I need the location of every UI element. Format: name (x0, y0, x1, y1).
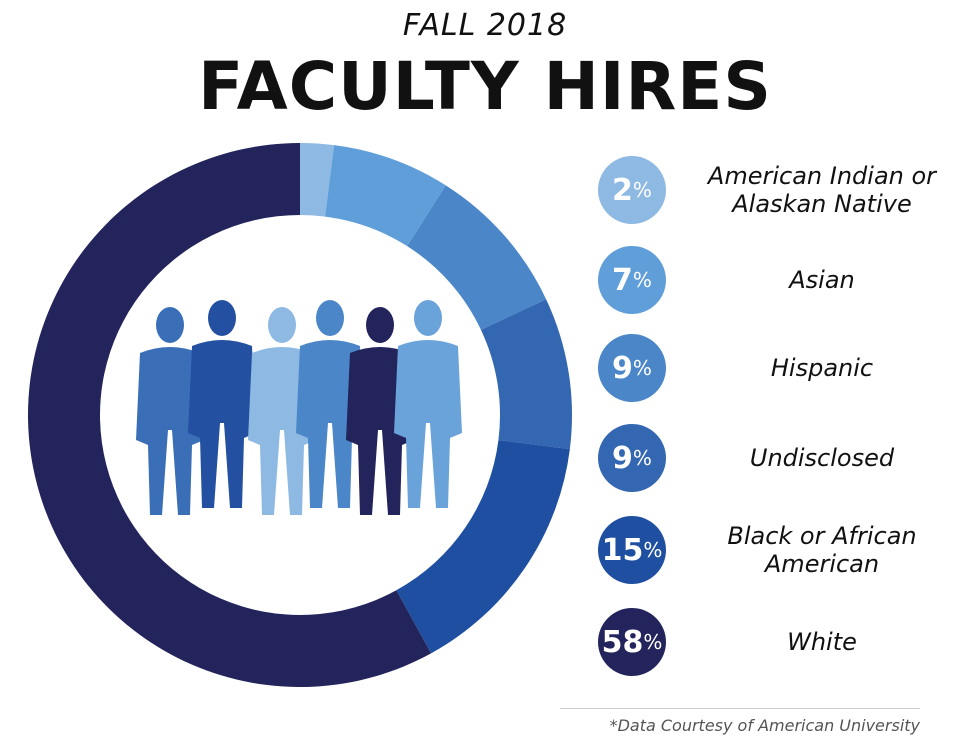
donut-slice-1 (325, 145, 446, 247)
chart-subtitle: FALL 2018 (402, 8, 568, 43)
legend-badge: 2% (598, 156, 666, 224)
data-label: 9 (612, 440, 633, 476)
legend-item: 15% Black or African American (598, 515, 968, 585)
data-label: 15 (601, 532, 644, 568)
donut-slice-4 (396, 440, 570, 654)
person-silhouette-1 (188, 300, 256, 508)
legend-label: American Indian or Alaskan Native (707, 162, 937, 218)
unit-label: % (632, 446, 652, 470)
legend-item: 9% Undisclosed (598, 423, 968, 493)
donut-slice-5 (27, 143, 432, 688)
legend-badge: 7% (598, 246, 666, 314)
legend-badge: 9% (598, 334, 666, 402)
data-label: 9 (612, 350, 633, 386)
legend-label: Asian (789, 266, 855, 294)
legend-badge: 9% (598, 424, 666, 492)
legend-item: 2% American Indian or Alaskan Native (598, 155, 968, 225)
person-silhouette-3 (296, 300, 364, 508)
legend-item: 9% Hispanic (598, 333, 968, 403)
data-label: 7 (612, 262, 633, 298)
unit-label: % (632, 178, 652, 202)
legend-item: 58% White (598, 607, 968, 677)
chart-title: FACULTY HIRES (198, 48, 772, 125)
legend-badge: 58% (598, 608, 666, 676)
person-silhouette-0 (136, 307, 204, 515)
unit-label: % (643, 538, 663, 562)
donut-slice-2 (407, 185, 547, 330)
person-silhouette-5 (394, 300, 462, 508)
data-label: 58 (601, 624, 644, 660)
donut-slice-0 (300, 143, 335, 217)
legend-label: Black or African American (727, 522, 917, 578)
legend-label: Hispanic (770, 354, 874, 382)
data-label: 2 (612, 172, 633, 208)
people-silhouettes-icon (136, 300, 462, 515)
donut-slice-3 (480, 299, 573, 450)
footnote: *Data Courtesy of American University (609, 716, 920, 735)
divider (560, 708, 920, 709)
legend-label: White (787, 628, 857, 656)
unit-label: % (643, 630, 663, 654)
legend-badge: 15% (598, 516, 666, 584)
unit-label: % (632, 356, 652, 380)
unit-label: % (632, 268, 652, 292)
legend-item: 7% Asian (598, 245, 968, 315)
legend-label: Undisclosed (749, 444, 895, 472)
